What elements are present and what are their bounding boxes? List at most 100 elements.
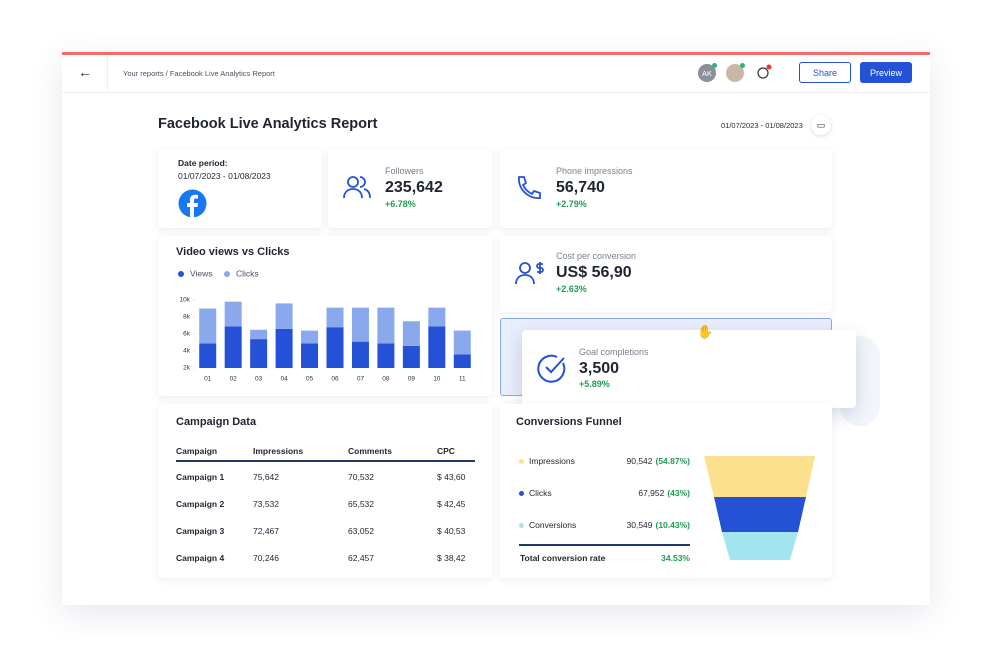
bar-segment — [250, 339, 268, 368]
funnel-segment — [722, 532, 798, 560]
bar-segment — [224, 301, 242, 327]
metric-value: 3,500 — [579, 360, 620, 377]
metric-label: Followers — [385, 166, 424, 176]
column-header: CPC — [437, 446, 455, 456]
x-tick-label: 09 — [408, 376, 416, 383]
x-tick-label: 11 — [459, 376, 466, 383]
bar-segment — [428, 307, 446, 327]
table-cell: 65,532 — [348, 499, 374, 509]
table-cell: 72,467 — [253, 526, 279, 536]
legend-label: Views — [190, 268, 213, 278]
funnel-segment — [714, 497, 806, 532]
bar-segment — [275, 328, 293, 368]
date-card: Date period: 01/07/2023 - 01/08/2023 — [158, 150, 322, 228]
funnel-graphic — [704, 456, 815, 560]
metric-change: +2.63% — [556, 284, 587, 294]
bar-segment — [428, 326, 446, 368]
stage-value: 30,549 (10.43%) — [627, 520, 691, 530]
column-header: Campaign — [176, 446, 218, 456]
bar-segment — [402, 345, 420, 368]
table-cell: 75,642 — [253, 472, 279, 482]
date-range: 01/07/2023 - 01/08/2023 — [721, 121, 803, 130]
bar-segment — [199, 308, 217, 344]
metric-value: 56,740 — [556, 179, 605, 196]
bar-segment — [250, 329, 268, 340]
chart: Video views vs Clicks Views Clicks 2k 4k 6k 8… — [176, 246, 471, 383]
bar-segment — [301, 343, 319, 368]
table-cell: 70,532 — [348, 472, 374, 482]
stage-name: Conversions — [529, 520, 577, 530]
phone-icon — [518, 176, 541, 199]
stage-name: Impressions — [529, 456, 575, 466]
stage-share: (10.43%) — [655, 520, 691, 530]
metric-change: +6.78% — [385, 199, 416, 209]
column-header: Impressions — [253, 446, 304, 456]
stage-value: 67,952 (43%) — [638, 488, 690, 498]
x-tick-label: 05 — [306, 376, 314, 383]
avatar-photo[interactable] — [726, 64, 744, 82]
table-cell: $ 42,45 — [437, 499, 466, 509]
table-cell: 70,246 — [253, 553, 279, 563]
avatar[interactable]: AK — [698, 64, 716, 82]
x-tick-label: 04 — [280, 376, 288, 383]
metric-value: US$ 56,90 — [556, 264, 632, 281]
bar-segment — [301, 330, 319, 344]
funnel-segment — [704, 456, 815, 497]
header-sep — [107, 55, 108, 92]
bar-segment — [453, 354, 471, 368]
bar-segment — [453, 330, 471, 355]
stage-dot — [519, 523, 524, 528]
legend-dot — [178, 271, 184, 277]
x-tick-label: 07 — [357, 376, 365, 383]
funnel-rule — [519, 544, 690, 546]
table-title: Campaign Data — [176, 416, 257, 428]
table-cell: $ 43,60 — [437, 472, 466, 482]
chart-title: Video views vs Clicks — [176, 246, 290, 258]
metric-change: +2.79% — [556, 199, 587, 209]
x-tick-label: 08 — [382, 376, 390, 383]
goal-card[interactable]: Goal completions 3,500 +5.89% — [522, 330, 856, 408]
legend-dot — [224, 271, 230, 277]
y-tick-label: 4k — [183, 348, 191, 355]
bar-segment — [275, 303, 293, 329]
status-dot — [712, 63, 717, 68]
funnel-card: Conversions Funnel Total conversion rate… — [500, 404, 832, 578]
bar-segment — [377, 307, 395, 344]
y-tick-label: 10k — [180, 297, 191, 304]
table-cell: $ 40,53 — [437, 526, 466, 536]
y-tick-label: 6k — [183, 331, 191, 338]
metric-value: 235,642 — [385, 179, 443, 196]
table-header-rule — [176, 460, 475, 462]
table-cell: 73,532 — [253, 499, 279, 509]
preview-button[interactable]: Preview — [860, 62, 912, 83]
x-tick-label: 06 — [331, 376, 339, 383]
calendar-button[interactable]: ▭ — [811, 115, 831, 135]
grab-cursor: ✋ — [697, 324, 714, 339]
x-tick-label: 02 — [230, 376, 238, 383]
x-tick-label: 01 — [204, 376, 212, 383]
total-label: Total conversion rate — [520, 553, 606, 563]
metric-card: Phone impressions 56,740 +2.79% — [500, 150, 832, 228]
followers-icon — [343, 176, 371, 199]
bar-segment — [326, 327, 344, 368]
date-label: Date period: — [178, 158, 228, 168]
table-cell: Campaign 3 — [176, 526, 225, 536]
y-tick-label: 8k — [183, 314, 191, 321]
share-button[interactable]: Share — [799, 62, 851, 83]
date-value: 01/07/2023 - 01/08/2023 — [178, 171, 271, 181]
back-button[interactable]: ← — [78, 64, 92, 80]
table-cell: 63,052 — [348, 526, 374, 536]
bar-segment — [326, 307, 344, 328]
total-value: 34.53% — [661, 553, 690, 563]
stage-count: 90,542 — [626, 456, 653, 466]
comments-icon[interactable] — [754, 64, 772, 82]
x-tick-label: 03 — [255, 376, 263, 383]
stage-name: Clicks — [529, 488, 552, 498]
x-tick-label: 10 — [433, 376, 441, 383]
funnel-title: Conversions Funnel — [516, 416, 622, 428]
header-divider — [62, 92, 930, 93]
metric-label: Phone impressions — [556, 166, 633, 176]
legend-label: Clicks — [236, 268, 259, 278]
table-cell: 62,457 — [348, 553, 374, 563]
